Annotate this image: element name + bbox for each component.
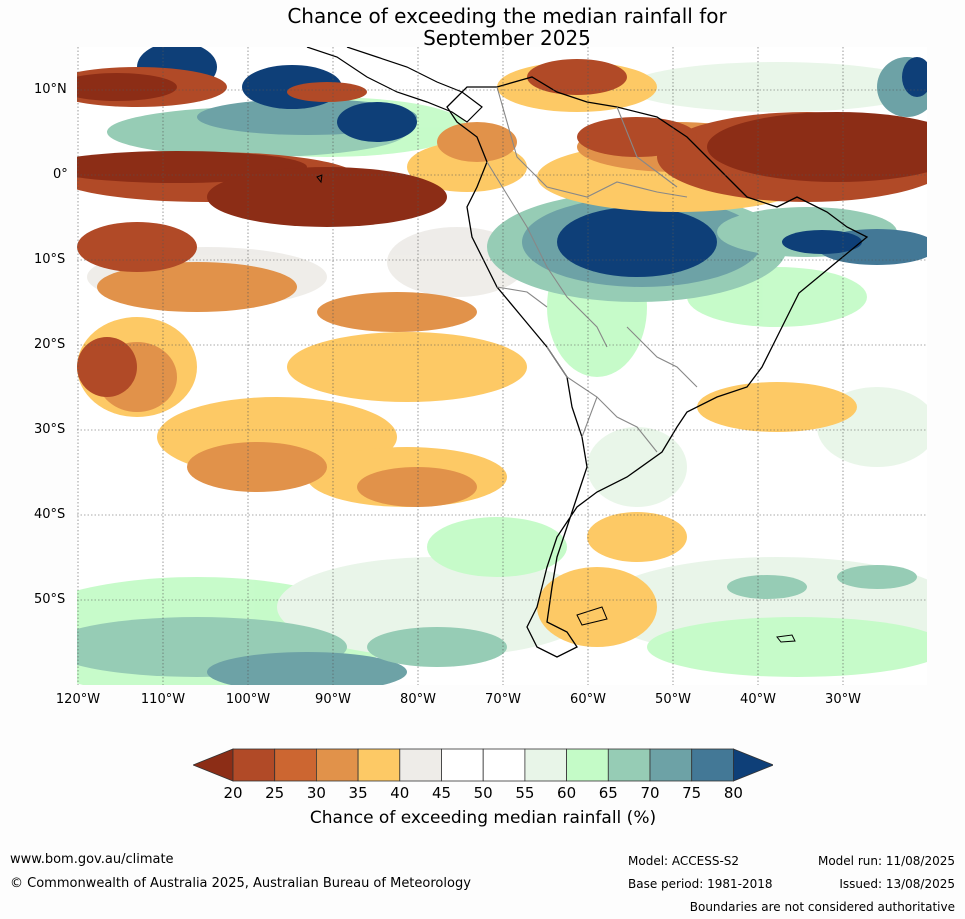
- colorbar: [193, 748, 773, 782]
- colorbar-segment: [274, 748, 317, 782]
- colorbar-segment: [316, 748, 359, 782]
- colorbar-title: Chance of exceeding median rainfall (%): [309, 808, 657, 828]
- footer-disclaimer: Boundaries are not considered authoritat…: [689, 900, 955, 914]
- map-title-line1: Chance of exceeding the median rainfall …: [287, 4, 727, 28]
- colorbar-tick-label: 35: [348, 784, 368, 802]
- colorbar-tick-label: 40: [390, 784, 410, 802]
- colorbar-tick-label: 20: [223, 784, 243, 802]
- lat-label-0: 0°: [53, 167, 68, 182]
- lon-label-30w: 30°W: [825, 692, 861, 707]
- lat-label-40s: 40°S: [34, 507, 66, 522]
- footer-copyright: © Commonwealth of Australia 2025, Austra…: [10, 876, 471, 891]
- lon-label-110w: 110°W: [140, 692, 186, 707]
- lon-label-80w: 80°W: [400, 692, 436, 707]
- colorbar-tick-label: 65: [598, 784, 618, 802]
- colorbar-segment: [357, 748, 401, 782]
- colorbar-segment: [399, 748, 442, 782]
- colorbar-tick-label: 30: [306, 784, 326, 802]
- colorbar-tick-label: 45: [431, 784, 452, 802]
- colorbar-tick-label: 70: [640, 784, 660, 802]
- colorbar-tick-label: 60: [557, 784, 577, 802]
- lon-label-70w: 70°W: [485, 692, 521, 707]
- colorbar-segment: [649, 748, 693, 782]
- colorbar-tick-label: 75: [682, 784, 702, 802]
- graticule: [77, 47, 927, 685]
- footer-url: www.bom.gov.au/climate: [10, 852, 174, 867]
- colorbar-segment: [482, 748, 526, 782]
- colorbar-tick-label: 50: [473, 784, 493, 802]
- colorbar-segment: [232, 748, 276, 782]
- lon-label-100w: 100°W: [225, 692, 271, 707]
- colorbar-segment: [441, 748, 484, 782]
- lon-label-90w: 90°W: [315, 692, 351, 707]
- lon-label-120w: 120°W: [55, 692, 101, 707]
- lon-label-60w: 60°W: [570, 692, 606, 707]
- footer-model-run: Model run: 11/08/2025: [817, 854, 955, 868]
- rainfall-map: [77, 47, 927, 685]
- lat-label-20s: 20°S: [34, 337, 66, 352]
- lat-label-10n: 10°N: [34, 82, 67, 97]
- colorbar-tick-label: 80: [723, 784, 743, 802]
- lat-label-10s: 10°S: [34, 252, 66, 267]
- colorbar-arrow-high: [733, 748, 773, 782]
- footer-model: Model: ACCESS-S2: [628, 854, 740, 868]
- colorbar-segment: [524, 748, 567, 782]
- footer-base-period: Base period: 1981-2018: [628, 877, 773, 891]
- colorbar-tick-label: 25: [265, 784, 285, 802]
- colorbar-arrow-low: [193, 748, 234, 782]
- colorbar-segment: [691, 748, 734, 782]
- footer-issued: Issued: 13/08/2025: [839, 877, 955, 891]
- strong-dry-patches: [77, 59, 927, 397]
- map-title-line2: September 2025: [423, 26, 591, 50]
- islands: [316, 174, 796, 643]
- lon-label-40w: 40°W: [740, 692, 776, 707]
- colorbar-tick-label: 55: [515, 784, 535, 802]
- colorbar-segment: [566, 748, 609, 782]
- lon-label-50w: 50°W: [655, 692, 691, 707]
- country-borders: [486, 86, 698, 453]
- lat-label-30s: 30°S: [34, 422, 66, 437]
- colorbar-segment: [607, 748, 651, 782]
- central-america-coastline: [306, 47, 483, 123]
- lat-label-50s: 50°S: [34, 592, 66, 607]
